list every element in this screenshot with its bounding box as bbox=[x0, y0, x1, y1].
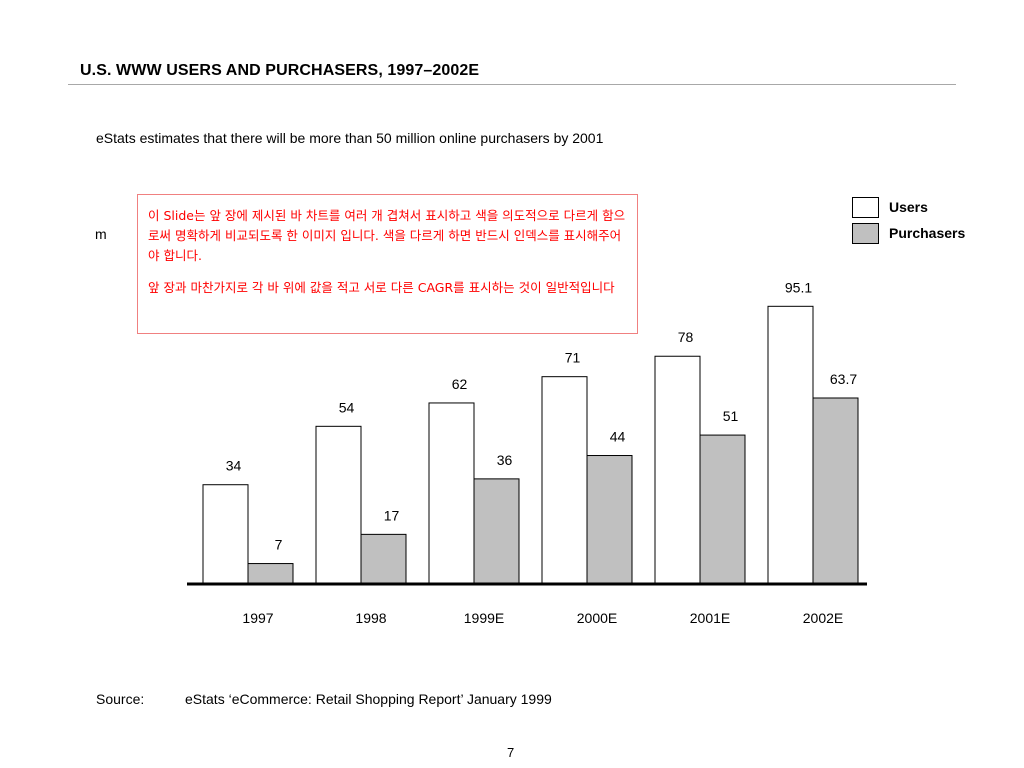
page-number: 7 bbox=[507, 745, 515, 760]
slide-subtitle: eStats estimates that there will be more… bbox=[96, 130, 604, 146]
note-paragraph-2: 앞 장과 마찬가지로 각 바 위에 값을 적고 서로 다른 CAGR를 표시하는… bbox=[148, 280, 615, 295]
data-label-purchasers-1999e: 36 bbox=[497, 452, 513, 468]
legend-item-users: Users bbox=[852, 194, 965, 220]
bar-purchasers-1999e bbox=[473, 478, 520, 585]
stray-text: m bbox=[95, 226, 107, 242]
bar-users-2001e bbox=[654, 355, 701, 585]
legend-label-purchasers: Purchasers bbox=[889, 225, 966, 241]
title-divider bbox=[68, 84, 956, 85]
bar-purchasers-2001e bbox=[699, 434, 746, 585]
bar-users-1999e bbox=[428, 402, 475, 585]
source-citation: Source: eStats ‘eCommerce: Retail Shoppin… bbox=[96, 691, 552, 707]
source-label: Source: bbox=[96, 691, 145, 707]
data-label-users-2000e: 71 bbox=[565, 350, 581, 366]
bar-purchasers-2002e bbox=[812, 397, 859, 585]
bar-users-1998 bbox=[315, 425, 362, 585]
note-paragraph-1: 이 Slide는 앞 장에 제시된 바 차트를 여러 개 겹쳐서 표시하고 색을… bbox=[148, 208, 626, 263]
x-tick-label-1999e: 1999E bbox=[464, 610, 504, 626]
x-tick-label-1998: 1998 bbox=[355, 610, 386, 626]
legend-swatch-purchasers bbox=[852, 222, 879, 244]
bar-users-1997 bbox=[202, 484, 249, 585]
data-label-users-1998: 54 bbox=[339, 399, 355, 415]
chart-legend: Users Purchasers bbox=[852, 194, 965, 246]
x-tick-label-2000e: 2000E bbox=[577, 610, 617, 626]
bar-users-2002e bbox=[767, 305, 814, 585]
source-text: eStats ‘eCommerce: Retail Shopping Repor… bbox=[185, 691, 552, 707]
annotation-note-box: 이 Slide는 앞 장에 제시된 바 차트를 여러 개 겹쳐서 표시하고 색을… bbox=[137, 194, 638, 334]
data-label-users-1999e: 62 bbox=[452, 376, 468, 392]
x-tick-label-2002e: 2002E bbox=[803, 610, 843, 626]
x-tick-label-2001e: 2001E bbox=[690, 610, 730, 626]
bar-purchasers-1998 bbox=[360, 533, 407, 585]
legend-swatch-users bbox=[852, 196, 879, 218]
data-label-purchasers-1997: 7 bbox=[275, 537, 283, 553]
data-label-purchasers-2000e: 44 bbox=[610, 429, 626, 445]
data-label-users-2001e: 78 bbox=[678, 329, 694, 345]
legend-label-users: Users bbox=[889, 199, 928, 215]
data-label-users-1997: 34 bbox=[226, 458, 242, 474]
data-label-purchasers-1998: 17 bbox=[384, 507, 400, 523]
slide-title: U.S. WWW USERS AND PURCHASERS, 1997–2002… bbox=[80, 62, 480, 79]
data-label-purchasers-2001e: 51 bbox=[723, 408, 739, 424]
data-label-purchasers-2002e: 63.7 bbox=[830, 371, 857, 387]
x-tick-label-1997: 1997 bbox=[242, 610, 273, 626]
bar-purchasers-1997 bbox=[247, 563, 294, 585]
legend-item-purchasers: Purchasers bbox=[852, 220, 965, 246]
data-label-users-2002e: 95.1 bbox=[785, 279, 812, 295]
bar-purchasers-2000e bbox=[586, 455, 633, 585]
bar-users-2000e bbox=[541, 376, 588, 585]
